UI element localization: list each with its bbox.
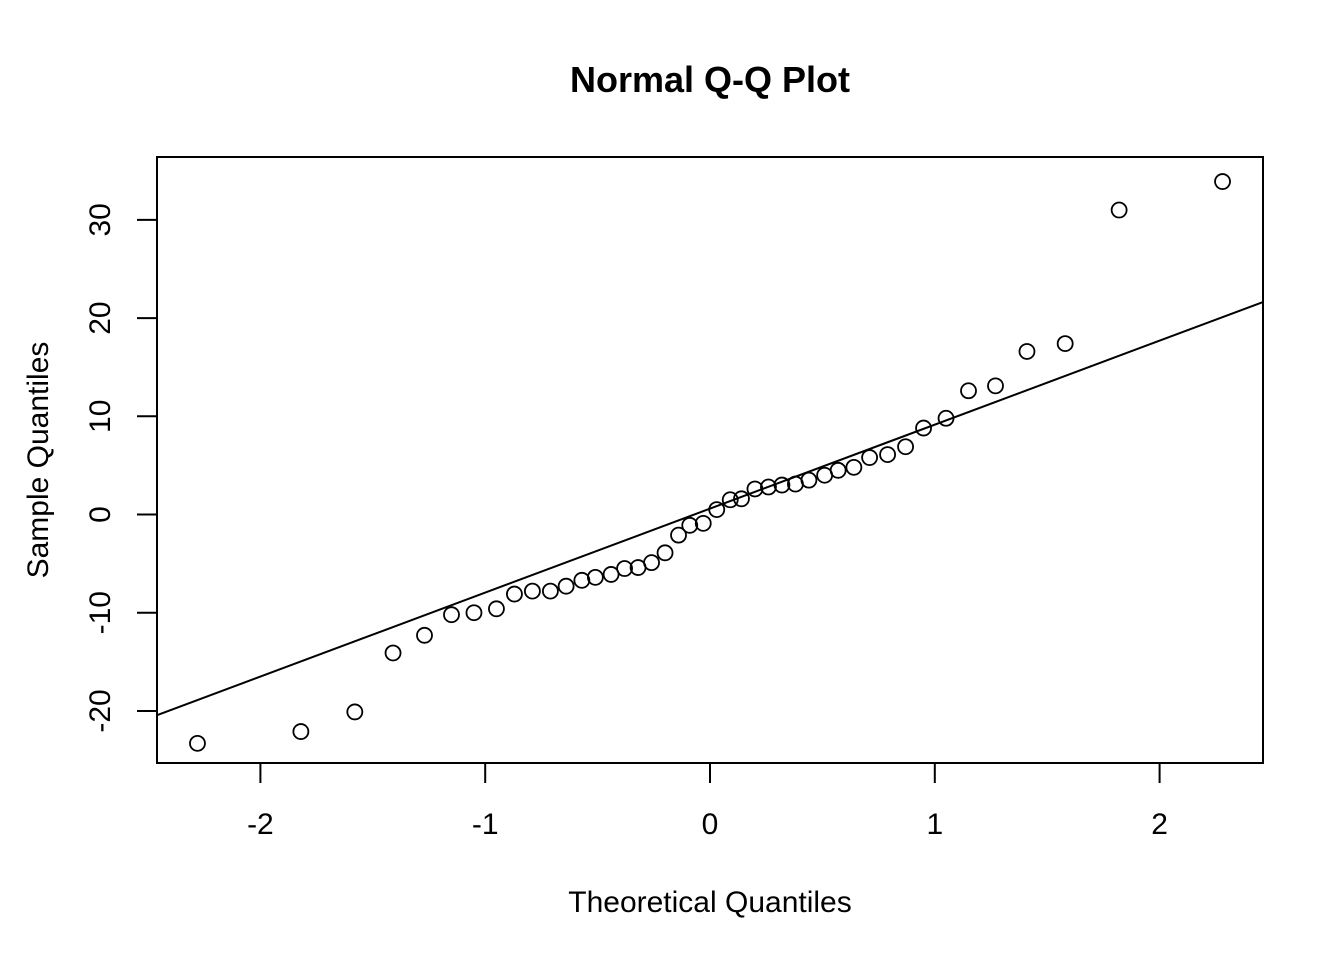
data-point (656, 544, 674, 562)
y-tick-label: -10 (84, 591, 117, 634)
plot-area (157, 173, 1263, 752)
data-point (773, 476, 791, 494)
data-point (937, 409, 955, 427)
y-tick-label: 20 (84, 301, 117, 334)
y-axis-label: Sample Quantiles (22, 342, 55, 579)
data-point (708, 501, 726, 518)
data-point (465, 604, 483, 622)
data-point (800, 471, 818, 489)
data-point (506, 585, 523, 603)
data-point (488, 600, 505, 618)
data-point (292, 723, 310, 740)
chart-title: Normal Q-Q Plot (570, 59, 850, 100)
data-point (845, 458, 863, 476)
data-point (616, 560, 633, 577)
data-point (915, 419, 932, 437)
data-point (602, 566, 620, 583)
y-tick-label: 10 (84, 400, 117, 433)
data-point (960, 382, 977, 400)
data-point (879, 446, 896, 463)
y-tick-label: 30 (84, 203, 117, 236)
data-point (987, 377, 1004, 395)
data-point (733, 490, 750, 508)
data-point (760, 478, 777, 496)
data-point (1214, 173, 1231, 190)
data-point (1110, 201, 1128, 219)
data-point (443, 606, 460, 624)
plot-frame (156, 156, 1264, 764)
data-point (861, 449, 879, 466)
data-point (721, 491, 739, 509)
data-point (1056, 335, 1074, 353)
data-point (346, 703, 364, 721)
data-point (829, 461, 847, 479)
data-point (670, 526, 687, 544)
data-points (189, 173, 1231, 752)
data-point (524, 582, 541, 600)
x-axis-label: Theoretical Quantiles (568, 886, 851, 919)
y-tick-label: 0 (84, 506, 117, 523)
y-tick-label: -20 (84, 689, 117, 732)
data-point (189, 734, 206, 752)
data-point (557, 577, 575, 595)
y-axis-ticks: -20 -10 0 10 20 30 (84, 203, 157, 733)
x-tick-label: -2 (247, 808, 274, 841)
data-point (541, 582, 559, 600)
x-tick-label: 0 (702, 808, 719, 841)
data-point (384, 644, 402, 662)
data-point (694, 514, 712, 532)
data-point (746, 480, 764, 498)
data-point (1018, 343, 1036, 360)
x-tick-label: -1 (472, 808, 499, 841)
data-point (586, 568, 604, 586)
data-point (681, 516, 699, 534)
data-point (643, 554, 660, 572)
data-point (897, 438, 914, 456)
x-tick-label: 2 (1151, 808, 1168, 841)
data-point (416, 626, 433, 644)
x-axis-ticks: -2 -1 0 1 2 (247, 763, 1168, 841)
data-point (573, 571, 591, 589)
x-tick-label: 1 (926, 808, 943, 841)
